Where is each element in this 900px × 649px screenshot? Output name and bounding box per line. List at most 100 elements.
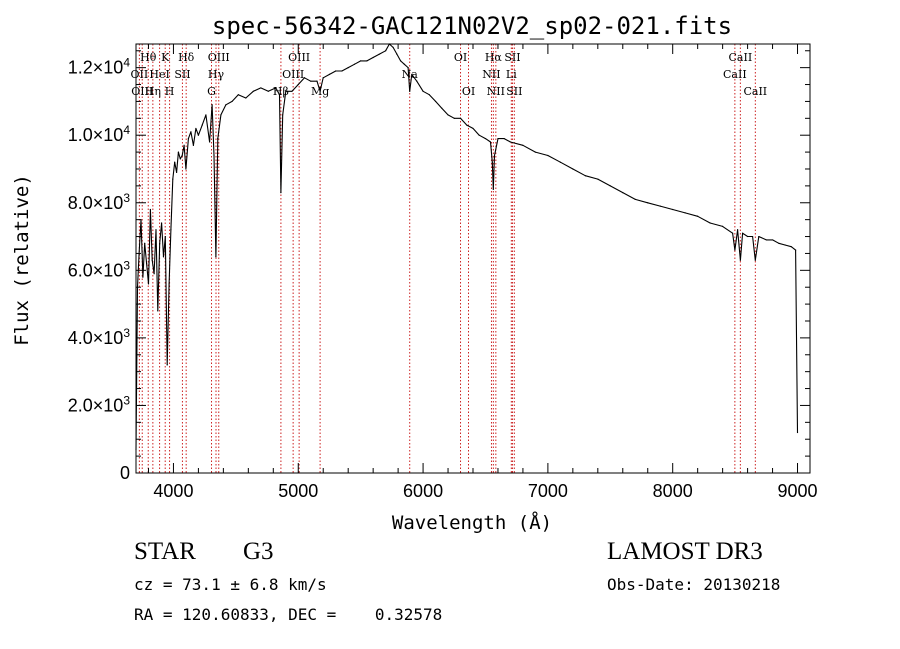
y-tick-label: 1.0×104 xyxy=(68,123,131,145)
flux-point xyxy=(155,229,157,231)
flux-point xyxy=(213,154,215,157)
flux-point xyxy=(170,229,172,231)
flux-line xyxy=(135,43,799,450)
flux-point xyxy=(192,144,195,146)
flux-point xyxy=(672,208,674,211)
flux-point xyxy=(484,137,487,140)
line-marker-label: G xyxy=(207,85,216,98)
flux-point xyxy=(168,283,170,285)
flux-point xyxy=(172,178,174,180)
line-marker-label: OIII xyxy=(131,85,153,98)
flux-point xyxy=(572,168,574,170)
flux-point xyxy=(622,192,624,194)
x-axis-ticks: 4000 5000 6000 7000 8000 9000 xyxy=(147,44,818,501)
flux-point xyxy=(291,90,293,92)
flux-point xyxy=(491,161,493,163)
flux-point xyxy=(734,249,736,251)
x-tick-label: 7000 xyxy=(528,481,568,501)
flux-point xyxy=(400,60,402,62)
flux-point xyxy=(647,202,649,204)
line-marker-label: Hδ xyxy=(178,51,195,64)
flux-point xyxy=(732,232,734,234)
flux-point xyxy=(366,60,368,62)
flux-point xyxy=(231,100,233,103)
y-axis-ticks: 0 2.0×103 4.0×103 6.0×103 8.0×103 1.0×104 1.2×… xyxy=(68,50,810,483)
flux-point xyxy=(597,178,599,180)
flux-point xyxy=(335,70,337,72)
flux-point xyxy=(742,232,744,234)
coordinates: RA = 120.60833, DEC = 0.32578 xyxy=(134,605,443,624)
flux-point xyxy=(422,90,424,92)
flux-point xyxy=(166,364,168,366)
flux-point xyxy=(584,175,586,177)
flux-point xyxy=(765,239,767,241)
flux-point xyxy=(378,53,380,55)
flux-point xyxy=(416,80,418,82)
flux-point xyxy=(684,212,686,214)
flux-point xyxy=(722,225,724,228)
flux-point xyxy=(746,235,749,238)
object-class: STAR xyxy=(134,538,196,565)
flux-point xyxy=(275,87,277,89)
flux-point xyxy=(285,90,287,92)
flux-point xyxy=(162,256,165,258)
flux-point xyxy=(175,171,178,173)
flux-point xyxy=(559,161,561,163)
flux-point xyxy=(164,235,166,238)
line-marker-label: OII xyxy=(131,68,149,81)
flux-point xyxy=(280,192,282,194)
flux-point xyxy=(795,249,797,251)
x-tick-label: 8000 xyxy=(653,481,693,501)
flux-point xyxy=(503,137,505,140)
flux-point xyxy=(245,97,247,99)
spectral-subclass: G3 xyxy=(243,538,274,565)
flux-point xyxy=(609,185,611,187)
flux-point xyxy=(225,104,227,106)
flux-point xyxy=(319,90,321,92)
flux-point xyxy=(790,246,792,248)
flux-point xyxy=(278,94,281,96)
flux-point xyxy=(428,94,430,96)
y-tick-label: 6.0×103 xyxy=(68,258,131,280)
flux-point xyxy=(183,144,185,146)
flux-point xyxy=(407,67,409,69)
flux-point xyxy=(157,310,159,312)
flux-point xyxy=(634,198,636,200)
flux-point xyxy=(153,273,155,275)
flux-point xyxy=(739,259,741,261)
flux-point xyxy=(547,154,549,157)
y-axis-label: Flux (relative) xyxy=(11,174,33,346)
y-tick-label: 2.0×103 xyxy=(68,393,131,415)
flux-point xyxy=(396,53,398,55)
line-marker-label: OIII xyxy=(288,51,310,64)
flux-point xyxy=(360,60,362,62)
flux-point xyxy=(466,124,468,126)
observation-date: Obs-Date: 20130218 xyxy=(607,575,781,594)
redshift-velocity: cz = 73.1 ± 6.8 km/s xyxy=(134,575,327,594)
line-marker-label: CaII xyxy=(743,85,767,98)
flux-point xyxy=(181,154,183,157)
flux-point xyxy=(185,168,187,170)
flux-point xyxy=(796,431,799,434)
flux-point xyxy=(252,90,254,92)
flux-point xyxy=(459,117,462,119)
flux-point xyxy=(159,242,161,244)
flux-point xyxy=(489,141,492,143)
flux-point xyxy=(310,80,312,82)
flux-point xyxy=(211,104,213,106)
flux-point xyxy=(322,77,324,79)
flux-point xyxy=(453,117,455,119)
flux-point xyxy=(403,63,405,65)
line-marker-label: NII xyxy=(487,85,505,98)
flux-point xyxy=(478,134,480,136)
flux-point xyxy=(659,205,661,207)
line-marker-label: HeI xyxy=(149,68,169,81)
flux-point xyxy=(758,235,760,238)
y-tick-label: 8.0×103 xyxy=(68,191,131,213)
flux-point xyxy=(146,262,148,265)
flux-point xyxy=(492,188,494,190)
flux-point xyxy=(177,151,180,153)
flux-point xyxy=(303,77,306,79)
flux-point xyxy=(215,256,217,258)
flux-point xyxy=(372,56,374,59)
